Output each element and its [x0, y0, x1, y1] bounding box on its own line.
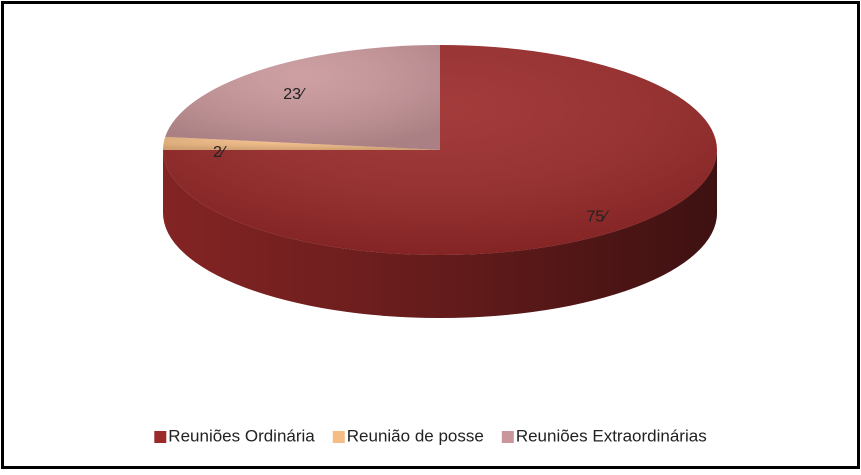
legend-swatch — [332, 431, 345, 443]
legend-label: Reuniões Ordinária — [168, 426, 315, 445]
pie-slice-shade — [165, 45, 440, 150]
legend-label: Reuniões Extraordinárias — [516, 426, 707, 445]
pie-slice-shade — [163, 136, 440, 150]
legend-swatch — [501, 431, 514, 443]
pie-side-shade — [163, 150, 717, 318]
data-label: 2⁄ — [213, 144, 227, 161]
data-label: 75⁄ — [586, 209, 609, 226]
legend-swatch — [154, 431, 167, 443]
legend-label: Reunião de posse — [347, 426, 484, 445]
data-label: 23⁄ — [283, 86, 306, 103]
legend: Reuniões Ordinária Reunião de posse Reuniõ… — [154, 426, 707, 445]
